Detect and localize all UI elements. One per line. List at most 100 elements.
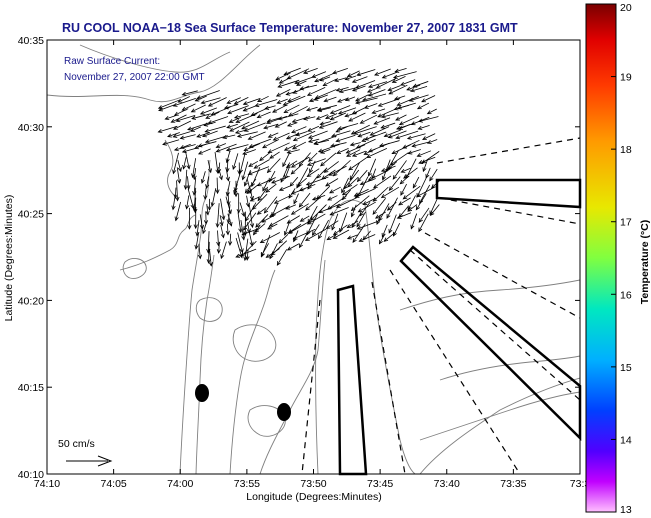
current-vector (327, 195, 338, 201)
current-vector (326, 233, 337, 241)
current-vector (223, 104, 238, 110)
current-vector (396, 95, 419, 106)
current-vector (192, 168, 197, 181)
current-vector (359, 178, 376, 186)
current-vector (368, 81, 388, 89)
current-vector (357, 131, 371, 138)
current-vector (246, 222, 251, 234)
x-tick-label: 74:10 (34, 478, 60, 490)
current-vector (311, 224, 320, 236)
current-vector (375, 77, 397, 89)
current-vector (237, 232, 244, 254)
current-vector (316, 104, 337, 112)
current-vector (292, 228, 316, 240)
current-vector (236, 131, 258, 138)
current-vector (267, 223, 278, 230)
current-vector (259, 151, 271, 162)
current-vector (245, 249, 250, 261)
current-vector (203, 187, 208, 201)
current-vector (393, 102, 416, 111)
current-vector (411, 141, 429, 148)
current-vector (284, 166, 291, 180)
current-vector (194, 95, 207, 102)
current-vector (299, 84, 317, 91)
current-vector (311, 194, 326, 201)
current-vector (308, 152, 318, 163)
current-vector (400, 183, 407, 196)
current-vector (315, 114, 328, 120)
current-vector (348, 157, 367, 171)
current-vector (194, 232, 200, 250)
coastline-contours (47, 44, 580, 474)
contour-east-1 (419, 377, 580, 474)
transect-southeast (399, 245, 582, 441)
current-vector (218, 167, 223, 181)
current-vector (226, 123, 238, 129)
dashed-rays (301, 137, 581, 475)
current-vector (199, 107, 218, 115)
current-vector (177, 159, 182, 173)
current-vector (227, 213, 233, 227)
current-vector (262, 179, 269, 192)
current-vector (228, 116, 241, 123)
current-vector (415, 193, 427, 211)
current-vector (200, 171, 206, 184)
station-marker (277, 403, 291, 421)
current-vector (306, 213, 326, 225)
plot-area (47, 44, 580, 474)
station-markers (195, 384, 291, 421)
current-vector (355, 94, 369, 102)
current-vector (207, 198, 212, 211)
current-vector (269, 205, 290, 217)
current-vector (398, 197, 411, 206)
current-vector (374, 211, 386, 219)
x-tick-label: 74:00 (167, 478, 193, 490)
station-marker (195, 384, 209, 402)
current-vector (237, 162, 242, 175)
current-vector (353, 126, 377, 135)
current-vector (355, 138, 376, 149)
current-vector (337, 123, 359, 131)
current-vector (422, 133, 436, 140)
current-vector (191, 158, 197, 179)
current-vector (248, 231, 254, 247)
current-vector (354, 187, 376, 198)
current-vector (325, 178, 339, 187)
current-vector (378, 140, 400, 148)
current-vector (372, 175, 392, 189)
current-vector (215, 143, 237, 153)
current-vector (238, 153, 246, 174)
current-vector (283, 67, 301, 76)
current-vector (276, 98, 288, 104)
current-vector (306, 86, 326, 96)
current-vector (367, 158, 377, 177)
current-vector (317, 144, 340, 153)
current-vector (193, 197, 198, 214)
current-vector (247, 166, 270, 176)
current-vector (272, 104, 288, 113)
current-vector (394, 68, 407, 73)
current-vector (248, 160, 259, 167)
current-vector (261, 214, 276, 223)
surface-current-vectors (157, 67, 440, 267)
current-vector (372, 186, 389, 202)
current-vector (272, 132, 290, 141)
contour-valley (364, 204, 416, 474)
current-vector (429, 204, 440, 217)
current-vector (356, 220, 379, 230)
current-vector (407, 195, 416, 211)
current-vector (299, 215, 310, 222)
current-vector (307, 205, 318, 224)
current-vector (225, 180, 231, 197)
current-vector (202, 221, 207, 235)
current-vector (246, 184, 259, 194)
current-vector (263, 196, 278, 214)
current-vector (220, 198, 226, 221)
current-vector (157, 125, 178, 134)
current-vector (344, 75, 357, 81)
current-vector (276, 249, 288, 266)
current-vector (410, 86, 428, 93)
current-vector (307, 138, 320, 143)
current-vector (299, 232, 308, 249)
current-vector (388, 214, 397, 234)
